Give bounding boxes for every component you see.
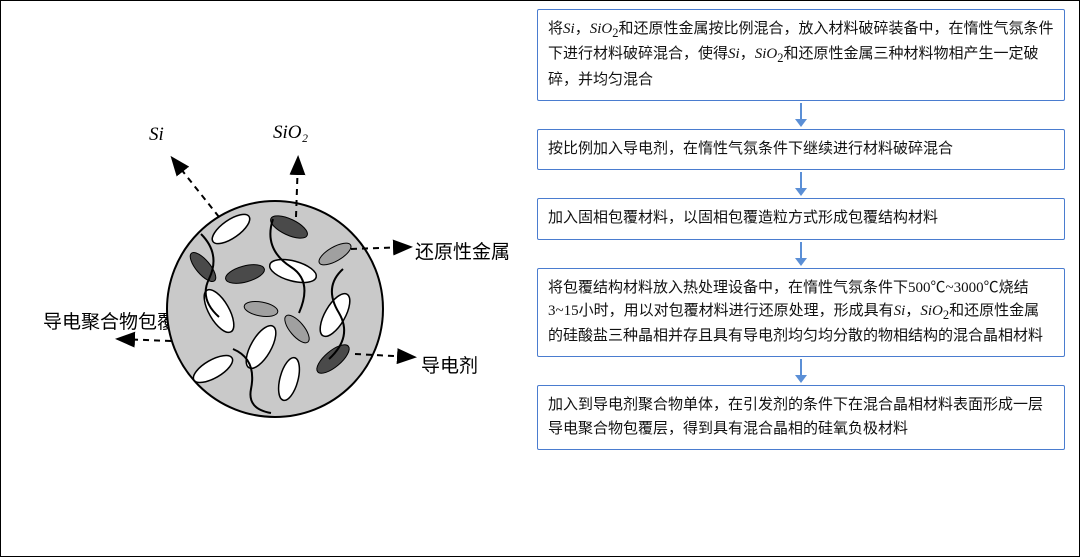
schematic-panel: Si SiO₂ 还原性金属 导电聚合物包覆层 导电剂	[9, 9, 537, 548]
s4-si: Si	[894, 303, 906, 319]
flowchart-panel: 将Si，SiO2和还原性金属按比例混合，放入材料破碎装备中，在惰性气氛条件下进行…	[537, 9, 1065, 548]
down-arrow-icon	[791, 357, 811, 385]
s5: 加入到导电剂聚合物单体，在引发剂的条件下在混合晶相材料表面形成一层导电聚合物包覆…	[548, 397, 1043, 436]
s4-sio2: SiO	[920, 303, 943, 319]
arrow-2	[537, 170, 1065, 198]
s1-si: Si	[563, 21, 575, 37]
down-arrow-icon	[791, 240, 811, 268]
flow-step-2: 按比例加入导电剂，在惰性气氛条件下继续进行材料破碎混合	[537, 129, 1065, 170]
particle-schematic: Si SiO₂ 还原性金属 导电聚合物包覆层 导电剂	[33, 19, 513, 539]
flow-step-5: 加入到导电剂聚合物单体，在引发剂的条件下在混合晶相材料表面形成一层导电聚合物包覆…	[537, 385, 1065, 450]
s3: 加入固相包覆材料，以固相包覆造粒方式形成包覆结构材料	[548, 210, 938, 226]
s1-sio2b: SiO	[755, 46, 778, 62]
flow-step-1: 将Si，SiO2和还原性金属按比例混合，放入材料破碎装备中，在惰性气氛条件下进行…	[537, 9, 1065, 101]
flow-step-3: 加入固相包覆材料，以固相包覆造粒方式形成包覆结构材料	[537, 198, 1065, 239]
figure-frame: Si SiO₂ 还原性金属 导电聚合物包覆层 导电剂	[0, 0, 1080, 557]
s1-sio2: SiO	[590, 21, 613, 37]
down-arrow-icon	[791, 170, 811, 198]
arrow-1	[537, 101, 1065, 129]
s1-a: 将	[548, 21, 563, 37]
s1-si2: Si	[728, 46, 740, 62]
s2: 按比例加入导电剂，在惰性气氛条件下继续进行材料破碎混合	[548, 141, 953, 157]
arrow-4	[537, 357, 1065, 385]
particle-svg	[33, 19, 513, 539]
arrow-3	[537, 240, 1065, 268]
flow-step-4: 将包覆结构材料放入热处理设备中，在惰性气氛条件下500℃~3000℃烧结3~15…	[537, 268, 1065, 358]
down-arrow-icon	[791, 101, 811, 129]
